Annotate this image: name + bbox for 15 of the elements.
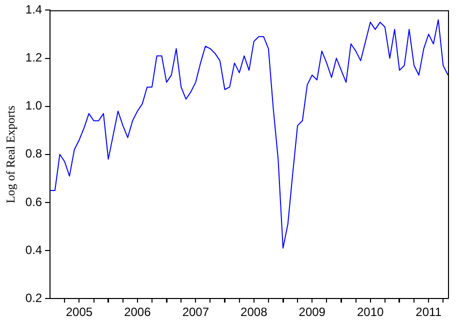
x-tick-label: 2006 — [124, 305, 152, 320]
y-tick-label: 1.4 — [25, 2, 42, 17]
x-tick-label: 2008 — [240, 305, 268, 320]
x-tick-label: 2007 — [182, 305, 210, 320]
y-tick-label: 0.6 — [25, 194, 42, 209]
y-tick-label: 0.8 — [25, 146, 42, 161]
x-tick-label: 2010 — [357, 305, 384, 320]
x-tick-label: 2005 — [66, 305, 93, 320]
x-tick-label: 2011 — [416, 305, 442, 320]
y-tick-label: 1.2 — [25, 50, 42, 65]
x-tick-label: 2009 — [298, 305, 326, 320]
y-tick-label: 1.0 — [25, 98, 42, 113]
y-tick-label: 0.4 — [25, 242, 42, 257]
y-axis-title: Log of Real Exports — [3, 105, 18, 204]
y-tick-label: 0.2 — [25, 290, 42, 305]
